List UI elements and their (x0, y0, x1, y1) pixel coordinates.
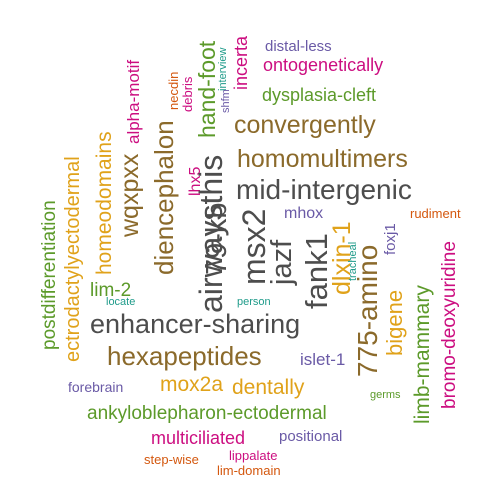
word-convergently: convergently (234, 111, 376, 139)
word-dentally: dentally (232, 376, 305, 399)
word-airwaysthis: airwaysthis (193, 154, 229, 313)
word-mid-intergenic: mid-intergenic (236, 174, 412, 205)
word-hexapeptides: hexapeptides (107, 341, 262, 371)
word-locate: locate (106, 296, 136, 308)
word-shfm: shfm (220, 89, 232, 113)
word-tracheal: tracheal (347, 241, 359, 281)
word-ankyloblepharon-ectodermal: ankyloblepharon-ectodermal (87, 403, 327, 424)
word-bigene: bigene (382, 289, 407, 356)
word-ectrodactylyectodermal: ectrodactylyectodermal (62, 156, 84, 362)
word-rudiment: rudiment (410, 206, 461, 221)
word-foxj1: foxj1 (382, 223, 399, 255)
word-ontogenetically: ontogenetically (263, 55, 384, 75)
word-incerta: incerta (231, 35, 251, 90)
word-multiciliated: multiciliated (151, 428, 246, 448)
word-postdifferentiation: postdifferentiation (39, 200, 60, 350)
word-interview: interview (217, 47, 229, 91)
word-islet-1: islet-1 (300, 350, 346, 369)
word-mox2a: mox2a (160, 373, 224, 396)
word-dysplasia-cleft: dysplasia-cleft (262, 85, 377, 105)
word-mhox: mhox (284, 205, 324, 222)
word-necdin: necdin (166, 71, 181, 110)
word-forebrain: forebrain (68, 379, 124, 395)
word-enhancer-sharing: enhancer-sharing (90, 309, 301, 339)
word-homomultimers: homomultimers (237, 145, 408, 173)
word-diencephalon: diencephalon (149, 120, 179, 275)
word-debris: debris (180, 76, 195, 112)
word-lippalate: lippalate (229, 448, 278, 463)
word-positional: positional (279, 428, 343, 445)
word-step-wise: step-wise (144, 452, 199, 467)
word-wqxpxx: wqxpxx (116, 153, 144, 237)
word-jazf: jazf (266, 239, 298, 285)
word-distal-less: distal-less (265, 38, 332, 55)
word-alpha-motif: alpha-motif (124, 59, 143, 144)
word-germs: germs (370, 389, 401, 401)
word-bromo-deoxyuridine: bromo-deoxyuridine (439, 241, 460, 409)
word-lim-domain: lim-domain (217, 463, 281, 478)
word-hand-foot: hand-foot (194, 40, 220, 138)
word-lim-2: lim-2 (90, 280, 132, 301)
word-limb-mammary: limb-mammary (411, 285, 434, 424)
word-person: person (237, 296, 271, 308)
word-homeodomains: homeodomains (93, 131, 116, 275)
